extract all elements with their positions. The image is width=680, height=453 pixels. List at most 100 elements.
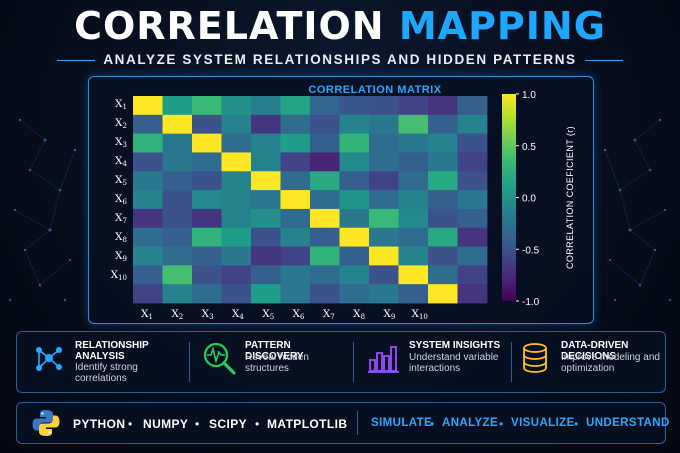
column-label: X3 — [202, 308, 214, 321]
heatmap-cell — [251, 284, 281, 304]
heatmap-cell — [398, 284, 429, 304]
heatmap-cell — [251, 171, 281, 191]
tech-separator: • — [255, 417, 260, 431]
heatmap-cell — [280, 96, 311, 116]
heatmap-cell — [398, 208, 429, 229]
heatmap-cell — [339, 208, 370, 229]
chart-title: CORRELATION MATRIX — [308, 84, 441, 96]
heatmap-cell — [251, 152, 281, 172]
heatmap-cell — [162, 265, 193, 285]
heatmap-cell — [251, 208, 281, 229]
heatmap-cell — [192, 133, 222, 153]
heatmap-cell — [428, 190, 458, 210]
heatmap-cell — [280, 152, 311, 172]
feature-title: SYSTEM INSIGHTS — [409, 340, 501, 351]
heatmap-cell — [398, 227, 429, 247]
database-icon — [523, 343, 547, 373]
row-label: X4 — [115, 155, 127, 168]
heatmap-cell — [369, 171, 399, 191]
feature-title: DATA-DRIVEN DECISIONS — [561, 340, 629, 362]
divider — [357, 411, 358, 435]
colorbar — [502, 94, 516, 301]
heatmap-cell — [369, 96, 399, 116]
heatmap-cell — [428, 246, 458, 266]
heatmap-cell — [221, 133, 252, 153]
feature-title: RELATIONSHIP ANALYSIS — [75, 340, 149, 362]
heatmap-cell — [192, 190, 222, 210]
tech-matplotlib: MATPLOTLIB — [267, 417, 348, 431]
heatmap-cell — [133, 171, 163, 191]
heatmap-cell — [398, 265, 429, 285]
heatmap-cell — [162, 227, 193, 247]
heatmap-cell — [192, 171, 222, 191]
heatmap-cell — [398, 171, 429, 191]
page-subtitle: ANALYZE SYSTEM RELATIONSHIPS AND HIDDEN … — [0, 52, 680, 67]
heatmap-cell — [339, 284, 370, 304]
heatmap-cell — [280, 284, 311, 304]
heatmap-cell — [457, 190, 488, 210]
python-logo-icon — [32, 410, 60, 436]
heatmap-cell — [398, 190, 429, 210]
heatmap-cell — [457, 265, 488, 285]
divider — [511, 342, 512, 382]
heatmap-cell — [133, 265, 163, 285]
colorbar-label: CORRELATION COEFICIENT (r) — [565, 126, 575, 269]
colorbar-tick-label: -1.0 — [522, 297, 540, 308]
heatmap-cell — [133, 190, 163, 210]
heatmap-cell — [221, 284, 252, 304]
row-label: X5 — [115, 174, 127, 187]
heatmap-cell — [398, 152, 429, 172]
heatmap-cell — [162, 152, 193, 172]
heatmap-cell — [428, 265, 458, 285]
divider — [353, 342, 354, 382]
heatmap-cell — [457, 133, 488, 153]
colorbar-tick-label: 1.0 — [522, 90, 536, 101]
heatmap-cell — [369, 246, 399, 266]
heatmap-cell — [398, 96, 429, 116]
heatmap-cell — [369, 284, 399, 304]
heatmap-cell — [221, 227, 252, 247]
heatmap-cell — [339, 96, 370, 116]
heatmap-cell — [310, 96, 340, 116]
heatmap-cell — [310, 208, 340, 229]
heatmap-cell — [310, 227, 340, 247]
colorbar-tick-label: 0.5 — [522, 142, 536, 153]
feature-panel: RELATIONSHIP ANALYSIS Identify strong co… — [16, 331, 666, 393]
heatmap-cell — [251, 133, 281, 153]
page-title: CORRELATION MAPPING — [0, 4, 680, 48]
heatmap-cell — [428, 96, 458, 116]
heatmap-cell — [133, 133, 163, 153]
heatmap-cell — [192, 208, 222, 229]
heatmap-cell — [310, 190, 340, 210]
row-label: X10 — [111, 269, 127, 282]
heatmap-cell — [221, 246, 252, 266]
subtitle-left-rule — [57, 59, 96, 61]
heatmap-cell — [221, 265, 252, 285]
heatmap-cell — [398, 246, 429, 266]
heatmap-cell — [221, 190, 252, 210]
verb-separator: • — [574, 417, 579, 431]
row-label: X1 — [115, 98, 127, 111]
heatmap-cell — [369, 208, 399, 229]
colorbar-tick-label: 0.0 — [522, 194, 536, 205]
heatmap-cell — [369, 265, 399, 285]
heatmap-cell — [133, 114, 163, 135]
verb-separator: • — [499, 417, 504, 431]
heatmap-cell — [398, 133, 429, 153]
title-part-2: MAPPING — [398, 4, 606, 48]
heatmap-cell — [339, 246, 370, 266]
heatmap-cell — [221, 171, 252, 191]
feature-text: Understand variable interactions — [409, 352, 499, 374]
heatmap-cell — [133, 284, 163, 304]
heatmap-cell — [251, 246, 281, 266]
column-label: X9 — [383, 308, 395, 321]
heatmap-cell — [192, 152, 222, 172]
tech-separator: • — [195, 417, 200, 431]
network-icon — [36, 347, 62, 371]
heatmap-cell — [162, 190, 193, 210]
heatmap-cell — [457, 284, 488, 304]
heatmap-cell — [280, 190, 311, 210]
heatmap-cell — [162, 284, 193, 304]
bar-chart-icon — [368, 346, 399, 373]
